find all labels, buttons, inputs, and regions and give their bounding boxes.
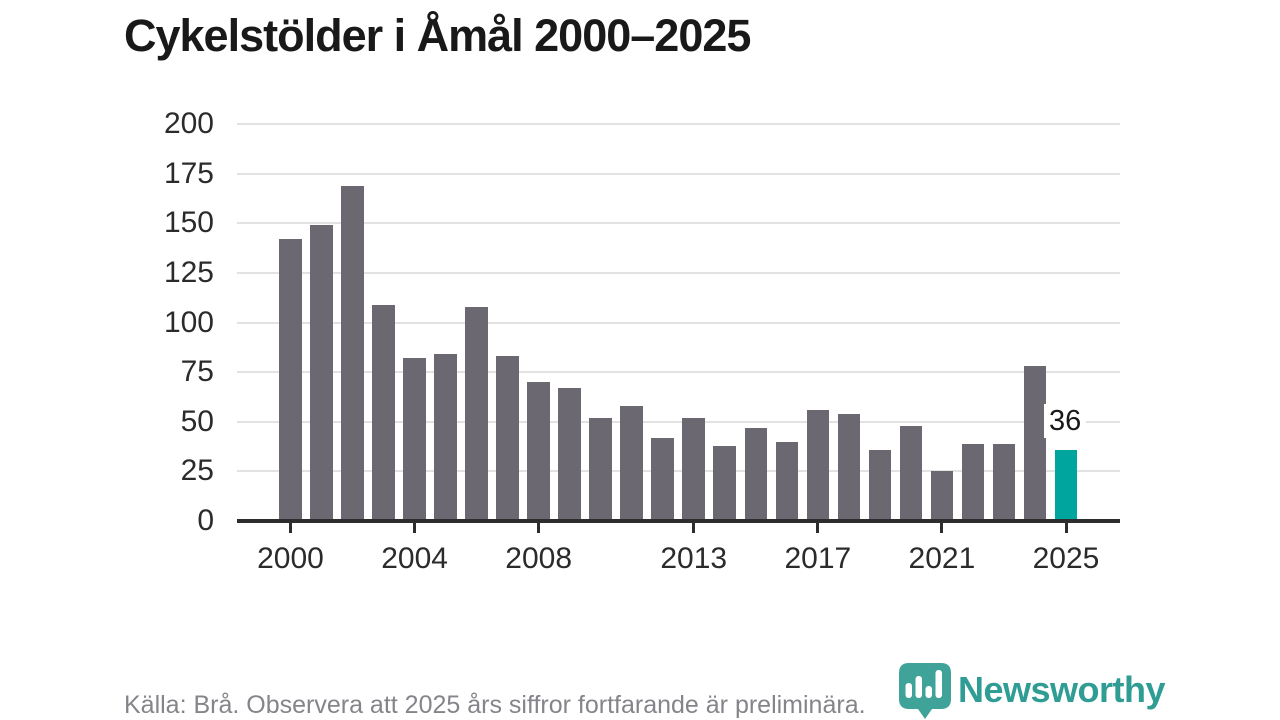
bar <box>496 356 519 521</box>
y-axis-tick-label: 25 <box>180 454 214 488</box>
y-axis-tick-label: 50 <box>180 404 214 438</box>
x-axis-tick-label: 2008 <box>505 542 573 575</box>
x-axis-tick <box>289 521 292 533</box>
bar-value-annotation: 36 <box>1044 404 1087 438</box>
gridline <box>237 321 1120 324</box>
x-axis-tick <box>1064 521 1068 533</box>
y-axis-tick-label: 75 <box>180 355 214 389</box>
gridline <box>237 271 1120 274</box>
x-axis-tick-label: 2000 <box>257 542 324 575</box>
bar <box>899 425 923 521</box>
bar <box>992 443 1016 521</box>
bar <box>434 354 457 521</box>
bar <box>341 185 364 521</box>
x-axis-tick <box>816 521 820 533</box>
x-axis-baseline <box>237 519 1120 523</box>
bar <box>527 382 550 521</box>
x-axis-tick-label: 2013 <box>660 542 728 575</box>
chart-title: Cykelstölder i Åmål 2000–2025 <box>124 10 751 61</box>
bar <box>589 417 612 521</box>
x-axis-tick <box>940 521 944 533</box>
newsworthy-logo-icon <box>899 663 951 719</box>
bar <box>961 443 985 521</box>
bar <box>1023 366 1047 521</box>
bar <box>558 388 581 521</box>
y-axis-tick-label: 0 <box>197 504 214 537</box>
x-axis-tick <box>413 521 417 533</box>
y-axis-tick-label: 175 <box>163 156 214 190</box>
plot-area <box>237 123 1120 523</box>
bar <box>620 405 643 521</box>
bar <box>930 471 954 521</box>
y-axis-tick-label: 100 <box>163 305 214 339</box>
x-axis-tick <box>692 521 696 533</box>
bar <box>713 445 737 521</box>
bar <box>837 413 861 521</box>
x-axis-tick <box>537 521 541 533</box>
gridline <box>237 172 1120 175</box>
gridline <box>237 420 1120 423</box>
gridline <box>237 371 1120 374</box>
y-axis-tick-label: 150 <box>163 206 214 240</box>
bar <box>775 441 799 521</box>
gridline <box>237 470 1120 473</box>
bar <box>868 449 892 521</box>
bar <box>1054 449 1078 521</box>
bar <box>682 417 706 521</box>
bar <box>465 306 488 521</box>
y-axis-tick-label: 125 <box>163 255 214 289</box>
bar <box>279 239 302 521</box>
y-axis-tick-label: 200 <box>163 107 214 140</box>
bar <box>651 437 675 521</box>
x-axis-tick-label: 2017 <box>784 542 852 575</box>
bar <box>403 358 426 521</box>
gridline <box>237 123 1120 125</box>
bar <box>744 427 768 521</box>
bar <box>372 304 395 521</box>
newsworthy-logo-text: Newsworthy <box>958 669 1166 710</box>
x-axis-tick-label: 2004 <box>381 542 448 575</box>
x-axis-tick-label: 2025 <box>1032 542 1100 575</box>
bar <box>310 225 333 521</box>
source-note: Källa: Brå. Observera att 2025 års siffr… <box>124 691 866 719</box>
gridline <box>237 222 1120 225</box>
x-axis-tick-label: 2021 <box>908 542 976 575</box>
bar <box>806 409 830 521</box>
